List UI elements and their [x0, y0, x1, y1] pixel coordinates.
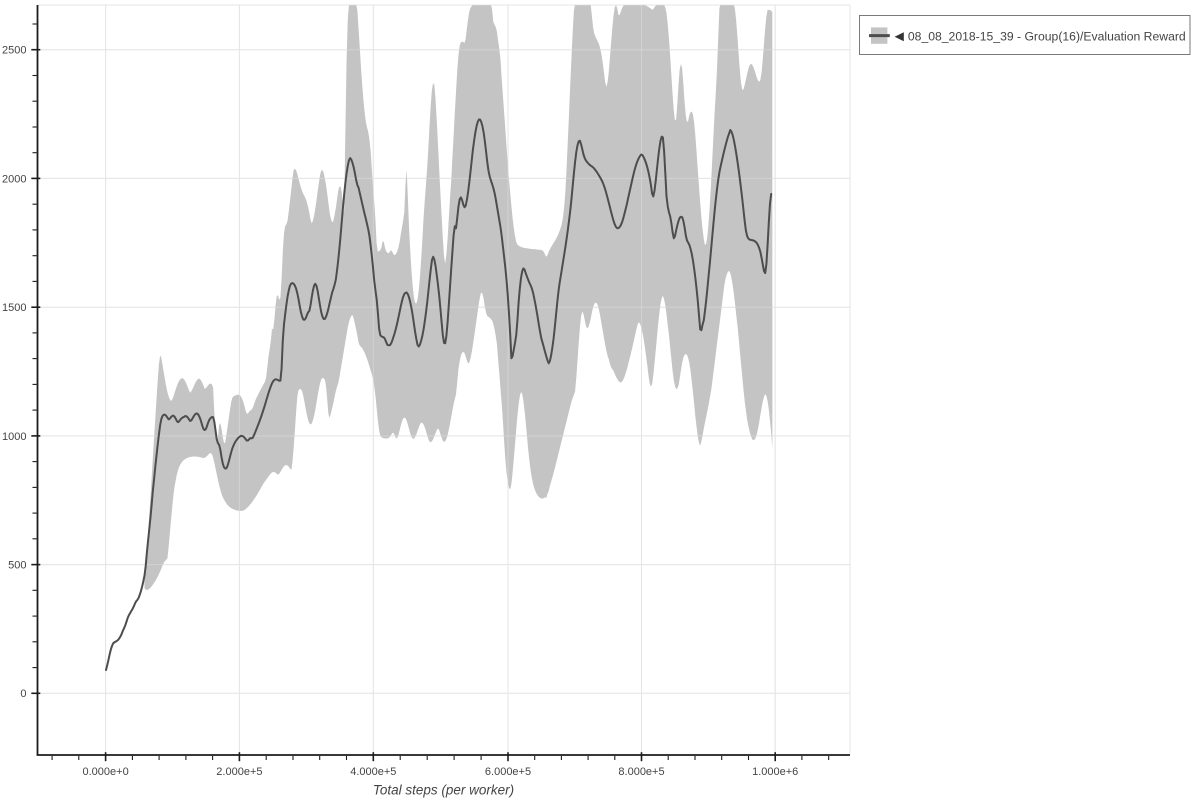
svg-text:0.000e+0: 0.000e+0	[83, 766, 129, 778]
svg-text:1.000e+6: 1.000e+6	[752, 766, 798, 778]
svg-text:0: 0	[20, 688, 26, 700]
svg-text:08_08_2018-15_39 - Group(16)/E: 08_08_2018-15_39 - Group(16)/Evaluation …	[908, 29, 1186, 43]
svg-text:8.000e+5: 8.000e+5	[618, 766, 664, 778]
svg-text:6.000e+5: 6.000e+5	[485, 766, 531, 778]
svg-text:Total steps (per worker): Total steps (per worker)	[373, 783, 514, 798]
svg-text:4.000e+5: 4.000e+5	[350, 766, 396, 778]
svg-text:2.000e+5: 2.000e+5	[216, 766, 262, 778]
svg-text:1000: 1000	[2, 431, 26, 443]
svg-text:2500: 2500	[2, 45, 26, 57]
svg-text:1500: 1500	[2, 302, 26, 314]
svg-text:2000: 2000	[2, 173, 26, 185]
svg-text:500: 500	[8, 560, 26, 572]
